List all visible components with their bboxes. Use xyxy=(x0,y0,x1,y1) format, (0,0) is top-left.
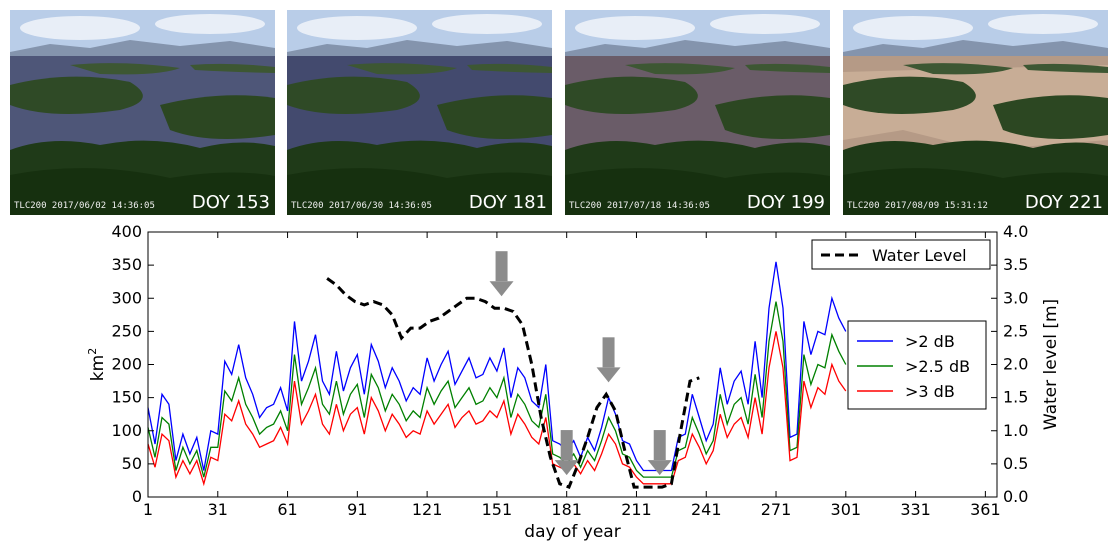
x-tick-label: 91 xyxy=(347,500,367,519)
y-tick-label-left: 100 xyxy=(111,421,142,440)
y-tick-label-left: 200 xyxy=(111,355,142,374)
timelapse-photo: TLC200 2017/08/09 15:31:12 DOY 221 xyxy=(843,10,1108,215)
y-tick-label-right: 2.5 xyxy=(1003,321,1028,340)
legend-label: Water Level xyxy=(872,246,967,265)
y-tick-label-right: 3.0 xyxy=(1003,288,1028,307)
y-tick-label-left: 50 xyxy=(122,454,142,473)
photo-timestamp: TLC200 2017/08/09 15:31:12 xyxy=(847,201,988,211)
y-tick-label-right: 1.5 xyxy=(1003,388,1028,407)
y-tick-label-left: 250 xyxy=(111,321,142,340)
y-tick-label-right: 2.0 xyxy=(1003,355,1028,374)
photo-doy-label: DOY 181 xyxy=(468,192,547,213)
timelapse-photo: TLC200 2017/07/18 14:36:05 DOY 199 xyxy=(565,10,830,215)
x-tick-label: 1 xyxy=(143,500,153,519)
series-line xyxy=(147,331,847,487)
y-tick-label-right: 3.5 xyxy=(1003,255,1028,274)
y-tick-label-right: 4.0 xyxy=(1003,222,1028,241)
legend-water-level: Water Level xyxy=(811,239,991,270)
x-tick-label: 361 xyxy=(970,500,1001,519)
x-tick-label: 271 xyxy=(761,500,792,519)
legend-label: >3 dB xyxy=(905,382,955,401)
x-axis-label: day of year xyxy=(524,522,620,542)
series-line xyxy=(147,261,847,472)
x-tick-label: 61 xyxy=(277,500,297,519)
legend-label: >2 dB xyxy=(905,332,955,351)
x-tick-label: 31 xyxy=(208,500,228,519)
legend-series: >2 dB >2.5 dB >3 dB xyxy=(847,320,987,410)
x-tick-label: 181 xyxy=(551,500,582,519)
x-tick-label: 301 xyxy=(831,500,862,519)
photo-doy-label: DOY 221 xyxy=(1024,192,1103,213)
chart: 1 31 61 91 121 151 181 211 241 271 301 331 361 0 50 100… xyxy=(86,222,1061,542)
event-arrow xyxy=(489,251,514,297)
photo-doy-label: DOY 199 xyxy=(746,192,825,213)
x-tick-label: 331 xyxy=(900,500,931,519)
photo-timestamp: TLC200 2017/07/18 14:36:05 xyxy=(569,201,710,211)
timelapse-photo: TLC200 2017/06/02 14:36:05 DOY 153 xyxy=(10,10,275,215)
legend-label: >2.5 dB xyxy=(905,357,970,376)
photo-timestamp: TLC200 2017/06/02 14:36:05 xyxy=(14,201,155,211)
photo-timestamp: TLC200 2017/06/30 14:36:05 xyxy=(291,201,432,211)
event-arrow xyxy=(647,430,672,476)
y-tick-label-right: 0.0 xyxy=(1003,487,1028,506)
water-level-line xyxy=(326,277,700,489)
timelapse-photo: TLC200 2017/06/30 14:36:05 DOY 181 xyxy=(287,10,552,215)
y-tick-label-left: 150 xyxy=(111,388,142,407)
y-axis-label-left: km2 xyxy=(86,348,108,381)
series-line xyxy=(147,301,847,478)
y-tick-label-right: 1.0 xyxy=(1003,421,1028,440)
x-tick-label: 151 xyxy=(482,500,513,519)
y-tick-label-left: 0 xyxy=(132,487,142,506)
event-arrow xyxy=(554,430,579,476)
y-axis-label-right: Water level [m] xyxy=(1041,299,1061,430)
y-tick-label-left: 300 xyxy=(111,288,142,307)
x-tick-label: 121 xyxy=(412,500,443,519)
photo-doy-label: DOY 153 xyxy=(191,192,270,213)
x-tick-label: 211 xyxy=(621,500,652,519)
y-tick-label-left: 350 xyxy=(111,255,142,274)
y-tick-label-right: 0.5 xyxy=(1003,454,1028,473)
y-tick-label-left: 400 xyxy=(111,222,142,241)
event-arrow xyxy=(596,337,621,383)
x-tick-label: 241 xyxy=(691,500,722,519)
